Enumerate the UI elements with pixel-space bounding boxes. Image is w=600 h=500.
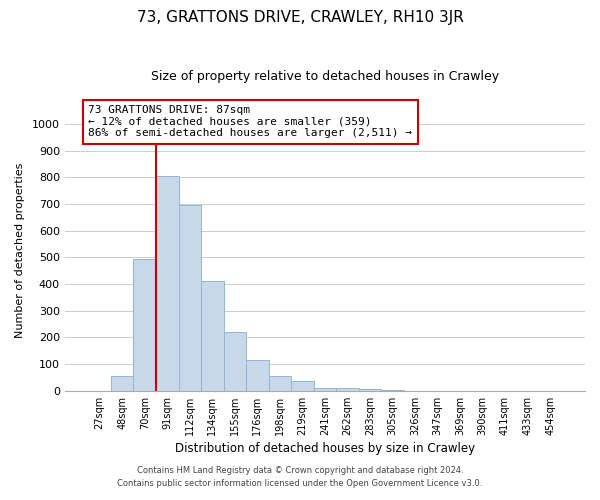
X-axis label: Distribution of detached houses by size in Crawley: Distribution of detached houses by size … [175,442,475,455]
Bar [291,382,314,391]
Bar [336,388,359,391]
Bar [314,388,336,391]
Text: 73, GRATTONS DRIVE, CRAWLEY, RH10 3JR: 73, GRATTONS DRIVE, CRAWLEY, RH10 3JR [137,10,463,25]
Y-axis label: Number of detached properties: Number of detached properties [15,163,25,338]
Bar [269,376,291,391]
Text: 73 GRATTONS DRIVE: 87sqm
← 12% of detached houses are smaller (359)
86% of semi-: 73 GRATTONS DRIVE: 87sqm ← 12% of detach… [88,105,412,138]
Bar [381,390,404,391]
Bar [111,376,133,391]
Bar [246,360,269,391]
Bar [179,206,201,391]
Bar [359,390,381,391]
Bar [156,176,179,391]
Title: Size of property relative to detached houses in Crawley: Size of property relative to detached ho… [151,70,499,83]
Bar [224,332,246,391]
Bar [201,282,224,391]
Text: Contains HM Land Registry data © Crown copyright and database right 2024.
Contai: Contains HM Land Registry data © Crown c… [118,466,482,487]
Bar [133,258,156,391]
